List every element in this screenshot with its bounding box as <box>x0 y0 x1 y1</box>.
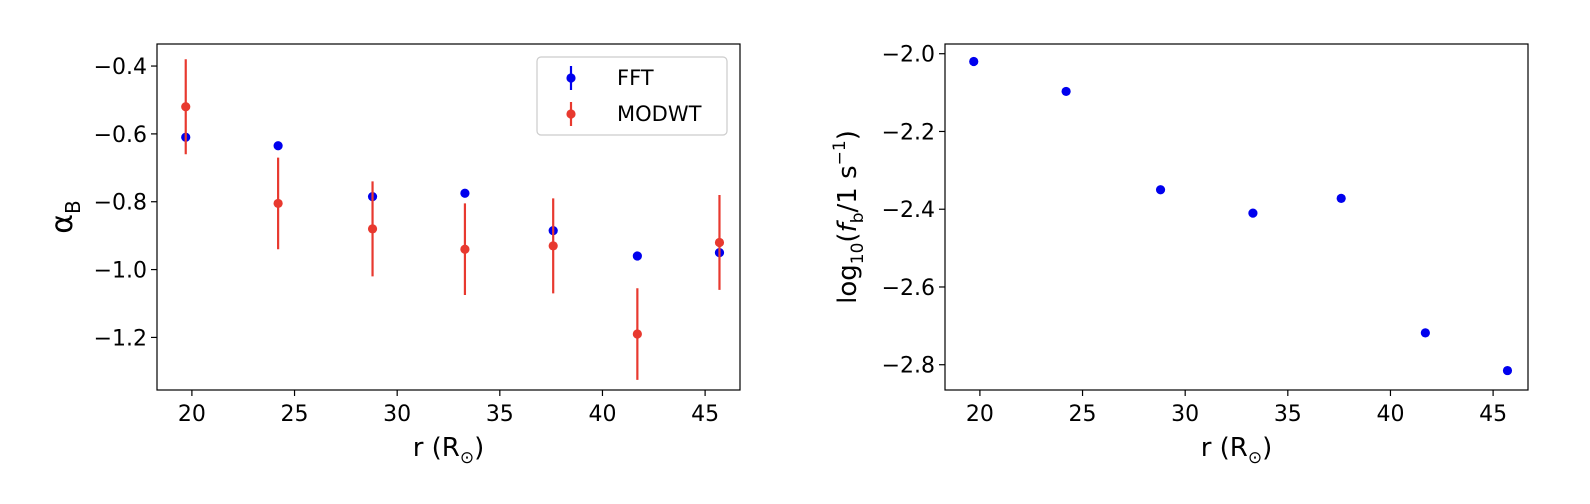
left-panel-alpha-b: 20 25 30 35 40 45 −0.4 −0.6 −0.8 −1.0 −1.2 r (R⊙) αB… <box>45 43 741 468</box>
y-tick-label: −0.8 <box>94 191 147 216</box>
series-points <box>969 56 1513 376</box>
legend-marker <box>566 109 576 119</box>
x-tick-label: 25 <box>1069 402 1097 427</box>
y-axis-label: αB <box>45 200 85 234</box>
x-tick-label: 30 <box>1171 402 1199 427</box>
data-point <box>1248 208 1258 218</box>
y-tick-label: −2.4 <box>882 198 935 223</box>
x-axis-label: r (R⊙) <box>1201 433 1273 468</box>
data-point <box>1336 193 1346 203</box>
series-fft <box>181 132 725 261</box>
legend-frame <box>536 56 728 136</box>
data-point <box>548 241 558 251</box>
axes-frame <box>156 43 741 391</box>
data-point <box>1155 185 1166 195</box>
x-axis-label: r (R⊙) <box>413 433 485 468</box>
data-point <box>181 102 191 112</box>
series-modwt <box>181 59 725 380</box>
data-point <box>632 251 642 261</box>
data-point <box>969 56 979 67</box>
x-tick-label: 40 <box>588 402 616 427</box>
x-tick-label: 45 <box>1479 402 1507 427</box>
x-tick-label: 35 <box>1274 402 1302 427</box>
legend-label: MODWT <box>617 102 702 126</box>
x-tick-label: 25 <box>281 402 309 427</box>
legend-label: FFT <box>617 66 654 90</box>
x-tick-label: 35 <box>486 402 514 427</box>
y-tick-label: −2.0 <box>882 43 935 68</box>
x-tick-label: 30 <box>383 402 411 427</box>
data-point <box>1061 86 1071 97</box>
y-tick-label: −0.6 <box>94 123 147 148</box>
data-point <box>367 224 378 234</box>
x-tick-label: 20 <box>178 402 206 427</box>
y-tick-label: −1.2 <box>94 326 147 351</box>
x-tick-label: 40 <box>1376 402 1404 427</box>
data-point <box>1502 365 1513 376</box>
axes-frame <box>944 43 1529 391</box>
data-point <box>714 237 725 248</box>
x-tick-label: 45 <box>691 402 719 427</box>
y-tick-label: −0.4 <box>94 55 147 80</box>
y-tick-label: −2.2 <box>882 120 935 145</box>
data-point <box>460 244 470 254</box>
data-point <box>273 141 283 151</box>
data-point <box>1420 328 1430 338</box>
legend-marker <box>566 73 576 83</box>
data-point <box>460 188 470 198</box>
y-axis-label: log10(fb/1 s−1) <box>830 130 868 304</box>
right-panel-log-fb: 20 25 30 35 40 45 −2.0 −2.2 −2.4 −2.6 −2.8 r (R⊙) lo… <box>830 43 1529 468</box>
data-point <box>632 329 642 339</box>
y-tick-label: −1.0 <box>94 259 147 284</box>
y-tick-label: −2.8 <box>882 354 935 379</box>
data-point <box>273 198 283 209</box>
y-tick-label: −2.6 <box>882 276 935 301</box>
legend: FFT MODWT <box>536 56 728 136</box>
x-tick-label: 20 <box>966 402 994 427</box>
